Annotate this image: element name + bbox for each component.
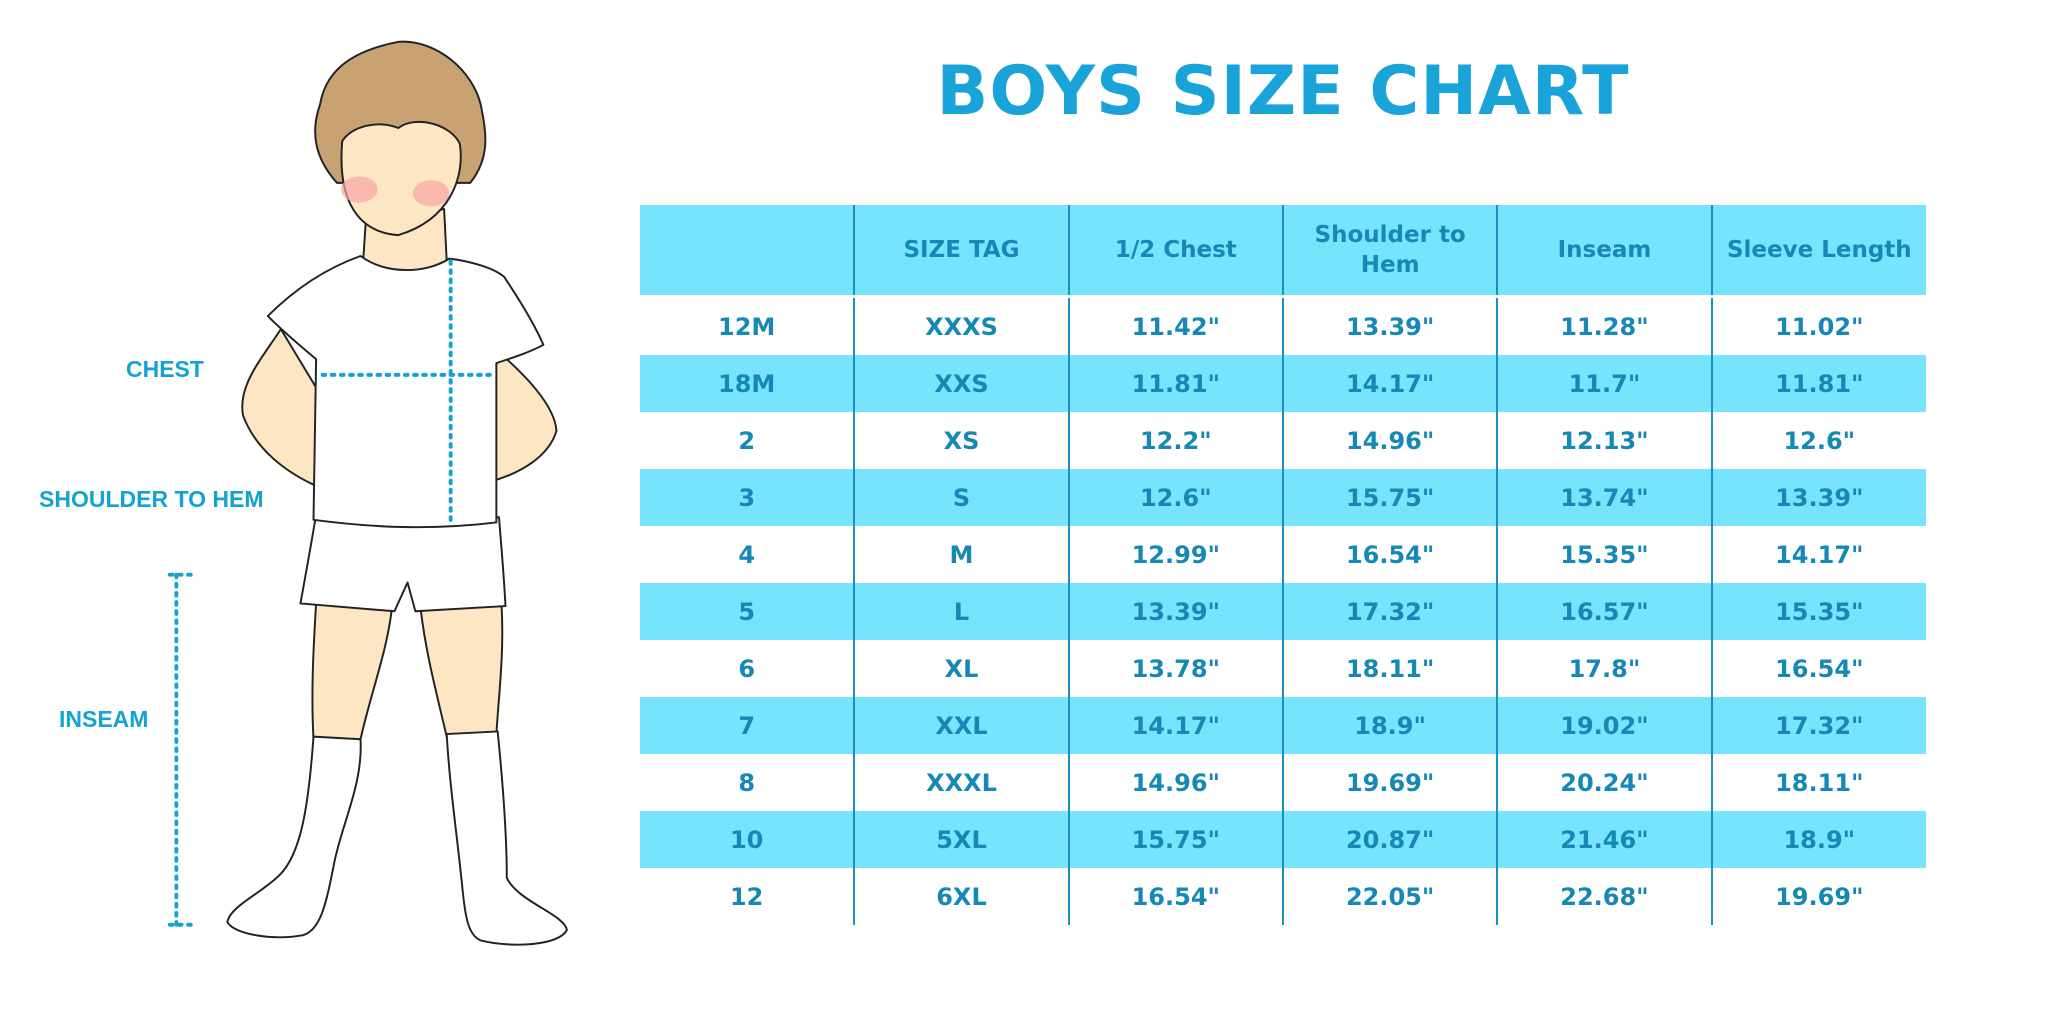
- cell-size-tag: XXS: [853, 355, 1069, 412]
- cell-age: 12: [729, 882, 764, 911]
- cell-shoulder-to-hem: 19.69": [1281, 754, 1498, 811]
- cell-shoulder-to-hem: 22.05": [1281, 868, 1498, 925]
- cell-half-chest: 11.81": [1067, 355, 1283, 412]
- table-row: 6 XL 13.78" 18.11" 17.8" 16.54": [640, 640, 1926, 697]
- cell-sleeve-length: 14.17": [1710, 526, 1926, 583]
- cell-size-tag: XL: [853, 640, 1069, 697]
- cell-size-tag: 6XL: [853, 868, 1069, 925]
- cell-inseam: 16.57": [1496, 583, 1712, 640]
- cell-inseam: 19.02": [1496, 697, 1712, 754]
- table-row: 10 5XL 15.75" 20.87" 21.46" 18.9": [640, 811, 1926, 868]
- cell-size-tag: M: [853, 526, 1069, 583]
- cell-sleeve-length: 17.32": [1710, 697, 1926, 754]
- boy-measurement-illustration: [167, 40, 568, 946]
- table-row: 18M XXS 11.81" 14.17" 11.7" 11.81": [640, 355, 1926, 412]
- cell-inseam: 17.8": [1496, 640, 1712, 697]
- cell-age: 4: [738, 540, 756, 569]
- table-row: 4 M 12.99" 16.54" 15.35" 14.17": [640, 526, 1926, 583]
- table-row: 12M XXXS 11.42" 13.39" 11.28" 11.02": [640, 296, 1926, 355]
- cell-age: 12M: [718, 312, 776, 341]
- table-row: 7 XXL 14.17" 18.9" 19.02" 17.32": [640, 697, 1926, 754]
- right-leg: [419, 605, 504, 738]
- cell-half-chest: 14.17": [1067, 697, 1283, 754]
- shoulder-to-hem-label: SHOULDER TO HEM: [39, 486, 264, 512]
- shirt: [266, 255, 545, 529]
- cell-shoulder-to-hem: 17.32": [1281, 583, 1498, 640]
- table-row: 12 6XL 16.54" 22.05" 22.68" 19.69": [640, 868, 1926, 925]
- header-sleeve-length: Sleeve Length: [1710, 205, 1926, 298]
- right-sock: [445, 730, 568, 946]
- cell-age: 10: [640, 811, 855, 868]
- cell-size-tag: XXL: [853, 697, 1069, 754]
- left-sock: [226, 735, 362, 939]
- cell-half-chest: 12.2": [1067, 412, 1283, 469]
- size-chart-table: SIZE TAG 1/2 Chest Shoulder to Hem Insea…: [640, 205, 1926, 925]
- cell-sleeve-length: 13.39": [1710, 469, 1926, 526]
- header-shoulder-to-hem: Shoulder to Hem: [1281, 205, 1498, 298]
- cell-shoulder-to-hem: 18.11": [1281, 640, 1498, 697]
- cell-shoulder-to-hem: 18.9": [1281, 697, 1498, 754]
- cell-inseam: 12.13": [1496, 412, 1712, 469]
- cell-half-chest: 13.78": [1067, 640, 1283, 697]
- cell-inseam: 13.74": [1496, 469, 1712, 526]
- table-row: 5 L 13.39" 17.32" 16.57" 15.35": [640, 583, 1926, 640]
- cell-inseam: 15.35": [1496, 526, 1712, 583]
- table-row: 3 S 12.6" 15.75" 13.74" 13.39": [640, 469, 1926, 526]
- cell-size-tag: 5XL: [853, 811, 1069, 868]
- inseam-label: INSEAM: [59, 706, 149, 732]
- cell-half-chest: 11.42": [1067, 296, 1283, 355]
- cell-half-chest: 14.96": [1067, 754, 1283, 811]
- table-row: 8 XXXL 14.96" 19.69" 20.24" 18.11": [640, 754, 1926, 811]
- cell-age: 2: [738, 426, 756, 455]
- shorts: [299, 513, 507, 613]
- header-inseam: Inseam: [1496, 205, 1712, 298]
- cell-age: 6: [738, 654, 756, 683]
- cell-age: 8: [738, 768, 756, 797]
- cell-sleeve-length: 16.54": [1710, 640, 1926, 697]
- cell-sleeve-length: 18.11": [1710, 754, 1926, 811]
- cell-age: 5: [640, 583, 855, 640]
- cell-inseam: 22.68": [1496, 868, 1712, 925]
- cell-sleeve-length: 11.02": [1710, 296, 1926, 355]
- cell-inseam: 11.7": [1496, 355, 1712, 412]
- left-leg: [311, 602, 393, 741]
- cell-sleeve-length: 15.35": [1710, 583, 1926, 640]
- cell-half-chest: 12.6": [1067, 469, 1283, 526]
- cell-shoulder-to-hem: 13.39": [1281, 296, 1498, 355]
- cell-size-tag: L: [853, 583, 1069, 640]
- cell-inseam: 21.46": [1496, 811, 1712, 868]
- cell-half-chest: 16.54": [1067, 868, 1283, 925]
- cell-half-chest: 13.39": [1067, 583, 1283, 640]
- table-row: 2 XS 12.2" 14.96" 12.13" 12.6": [640, 412, 1926, 469]
- page-title: BOYS SIZE CHART: [936, 52, 1630, 131]
- cell-size-tag: XS: [853, 412, 1069, 469]
- cell-inseam: 20.24": [1496, 754, 1712, 811]
- cell-size-tag: S: [853, 469, 1069, 526]
- cell-sleeve-length: 12.6": [1710, 412, 1926, 469]
- cell-shoulder-to-hem: 14.17": [1281, 355, 1498, 412]
- cell-half-chest: 15.75": [1067, 811, 1283, 868]
- right-arm: [492, 349, 558, 482]
- cell-shoulder-to-hem: 20.87": [1281, 811, 1498, 868]
- cell-sleeve-length: 19.69": [1710, 868, 1926, 925]
- cell-age: 18M: [640, 355, 855, 412]
- cell-half-chest: 12.99": [1067, 526, 1283, 583]
- header-age: [640, 205, 855, 298]
- cell-shoulder-to-hem: 16.54": [1281, 526, 1498, 583]
- cell-sleeve-length: 11.81": [1710, 355, 1926, 412]
- cell-shoulder-to-hem: 15.75": [1281, 469, 1498, 526]
- cell-sleeve-length: 18.9": [1710, 811, 1926, 868]
- cell-age: 7: [640, 697, 855, 754]
- cell-size-tag: XXXL: [853, 754, 1069, 811]
- cell-inseam: 11.28": [1496, 296, 1712, 355]
- left-arm: [241, 328, 320, 487]
- header-size-tag: SIZE TAG: [853, 205, 1069, 298]
- cell-size-tag: XXXS: [853, 296, 1069, 355]
- cell-age: 3: [640, 469, 855, 526]
- table-header-row: SIZE TAG 1/2 Chest Shoulder to Hem Insea…: [640, 205, 1926, 298]
- chest-label: CHEST: [126, 356, 204, 382]
- header-half-chest: 1/2 Chest: [1067, 205, 1283, 298]
- cell-shoulder-to-hem: 14.96": [1281, 412, 1498, 469]
- face: [340, 120, 462, 237]
